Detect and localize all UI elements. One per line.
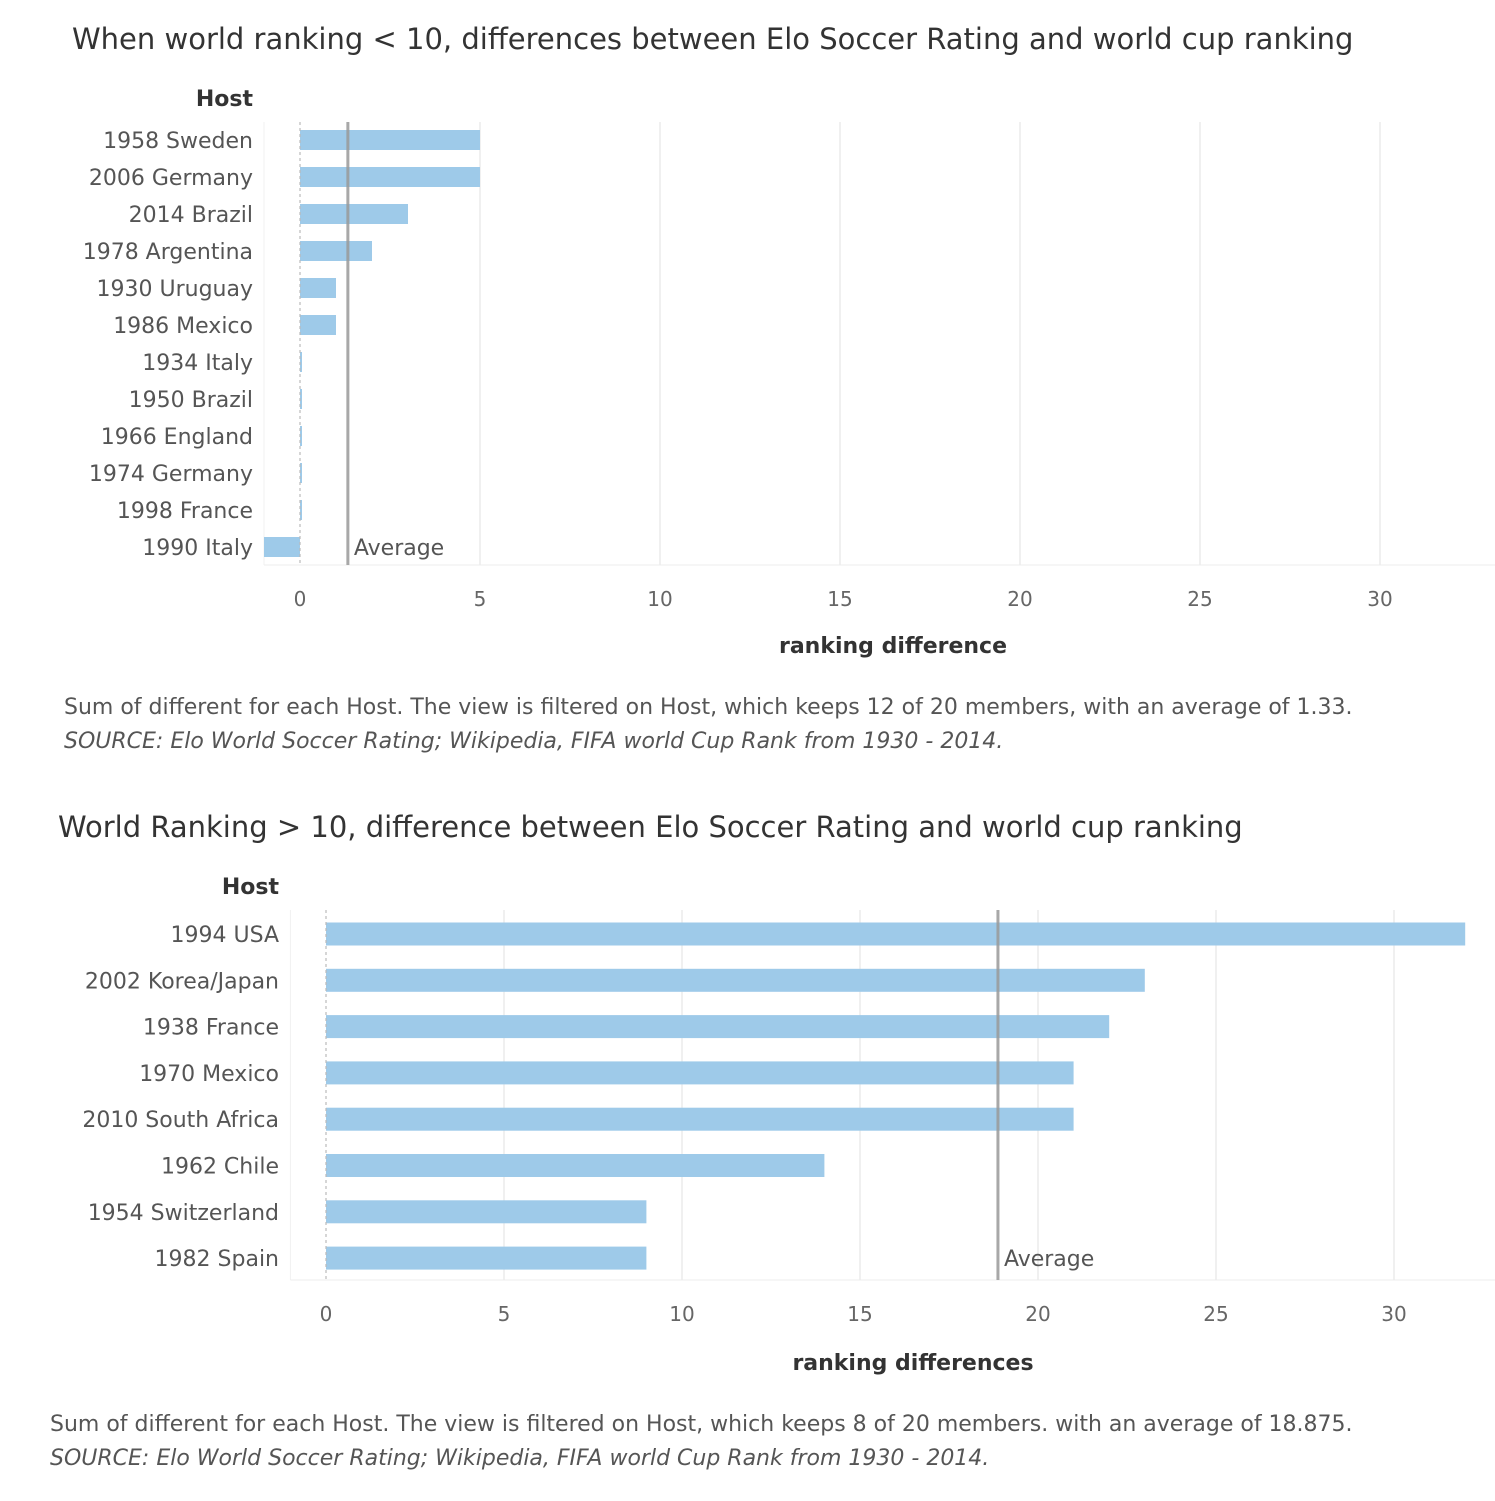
bar [326, 968, 1145, 992]
bar [326, 1154, 825, 1177]
category-label: 2014 Brazil [129, 203, 253, 228]
bar [326, 1246, 647, 1270]
category-label: 2010 South Africa [82, 1108, 279, 1133]
bar [264, 537, 300, 557]
bar [326, 1015, 1110, 1039]
category-label: 1930 Uruguay [97, 277, 253, 302]
bar [300, 500, 302, 520]
x-tick-label: 5 [474, 587, 487, 611]
bar [326, 1107, 1074, 1131]
bar [300, 315, 336, 335]
chart-1-plot: 0 5 10 15 20 25 30 Host 1958 Sweden 2006 Germany 2… [83, 87, 1495, 659]
average-label: Average [354, 536, 444, 561]
category-label: 1974 Germany [89, 462, 253, 487]
x-axis-title: ranking difference [779, 634, 1007, 659]
chart-1-title: When world ranking < 10, differences bet… [72, 22, 1354, 56]
x-tick-label: 10 [647, 587, 672, 611]
category-label: 1994 USA [170, 923, 279, 948]
category-label: 1958 Sweden [103, 129, 253, 154]
x-tick-label: 5 [498, 1302, 511, 1326]
category-label: 1998 France [117, 499, 253, 524]
chart-2-caption: Sum of different for each Host. The view… [50, 1412, 1353, 1437]
category-label: 1938 France [143, 1016, 279, 1041]
category-label: 1950 Brazil [129, 388, 253, 413]
x-tick-label: 15 [847, 1302, 872, 1326]
bar [300, 167, 480, 187]
bar [326, 1200, 647, 1224]
chart-1-source: SOURCE: Elo World Soccer Rating; Wikiped… [64, 729, 1004, 754]
category-label: 1934 Italy [142, 351, 253, 376]
bar [300, 352, 302, 372]
x-tick-label: 25 [1187, 587, 1212, 611]
x-tick-label: 0 [320, 1302, 333, 1326]
x-tick-label: 20 [1007, 587, 1032, 611]
category-label: 1986 Mexico [113, 314, 253, 339]
chart-1: When world ranking < 10, differences bet… [64, 22, 1495, 754]
category-label: 1982 Spain [155, 1247, 279, 1272]
bar [300, 426, 302, 446]
bar [300, 130, 480, 150]
bar [300, 204, 408, 224]
row-header: Host [196, 87, 254, 112]
category-label: 2006 Germany [89, 166, 253, 191]
bar [300, 389, 302, 409]
chart-2: World Ranking > 10, difference between E… [0, 790, 1495, 1490]
bar [326, 922, 1466, 946]
x-tick-label: 25 [1203, 1302, 1228, 1326]
bar [326, 1061, 1074, 1085]
x-tick-label: 30 [1381, 1302, 1406, 1326]
category-label: 1970 Mexico [139, 1062, 279, 1087]
chart-2-plot: 0 5 10 15 20 25 30 Host 1994 USA 2002 Korea/Japan… [82, 875, 1495, 1376]
x-tick-label: 0 [294, 587, 307, 611]
chart-2-title: World Ranking > 10, difference between E… [58, 810, 1243, 844]
category-label: 1978 Argentina [83, 240, 253, 265]
category-label: 1966 England [101, 425, 253, 450]
row-header: Host [222, 875, 280, 900]
chart-1-caption: Sum of different for each Host. The view… [64, 695, 1353, 720]
x-tick-label: 15 [827, 587, 852, 611]
category-label: 1954 Switzerland [88, 1201, 279, 1226]
chart-2-source: SOURCE: Elo World Soccer Rating; Wikiped… [50, 1446, 990, 1471]
category-label: 1990 Italy [142, 536, 253, 561]
x-tick-label: 30 [1367, 587, 1392, 611]
average-label: Average [1004, 1247, 1094, 1272]
x-tick-label: 20 [1025, 1302, 1050, 1326]
bar [300, 241, 372, 261]
bar [300, 278, 336, 298]
category-label: 2002 Korea/Japan [85, 969, 279, 994]
bar [300, 463, 302, 483]
category-label: 1962 Chile [161, 1155, 279, 1180]
x-axis-title: ranking differences [792, 1351, 1033, 1376]
x-tick-label: 10 [669, 1302, 694, 1326]
